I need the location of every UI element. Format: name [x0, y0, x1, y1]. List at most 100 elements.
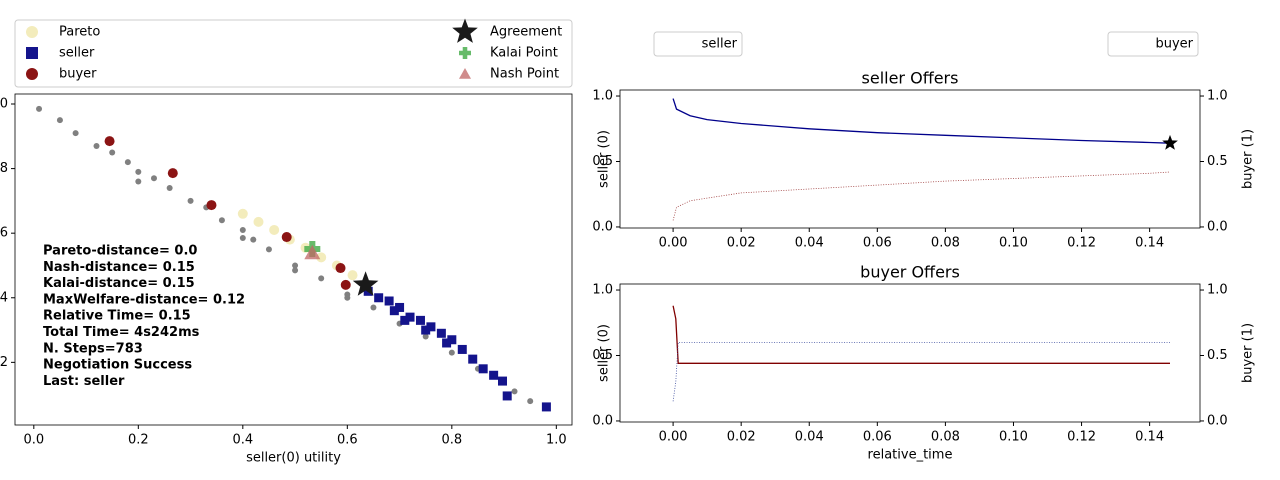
annotation: Kalai-distance= 0.15 [43, 276, 195, 291]
outcome-point [292, 267, 299, 274]
outcome-point [422, 333, 429, 340]
point [415, 315, 425, 325]
point [502, 391, 512, 401]
outcome-point [527, 398, 534, 405]
legend-label: Nash Point [490, 67, 559, 82]
y-tick-label: 0.0 [592, 219, 613, 234]
annotation: Last: seller [43, 374, 125, 389]
legend-marker [452, 18, 478, 43]
y-tick-label: 1.0 [0, 97, 8, 112]
x-tick-label: 0.06 [863, 430, 892, 445]
point [335, 263, 346, 274]
legend-marker [26, 26, 38, 38]
plot-frame [14, 93, 573, 426]
legend-label: Kalai Point [490, 46, 558, 61]
outcome-point [150, 175, 157, 182]
point [347, 270, 358, 281]
annotation: Total Time= 4s242ms [43, 325, 200, 340]
x-tick-label: 0.8 [441, 433, 462, 448]
legend-marker [459, 47, 471, 59]
legend-marker [26, 47, 38, 59]
legend-box [1107, 31, 1199, 57]
x-axis-label: relative_time [868, 448, 953, 463]
x-tick-label: 0.14 [1135, 430, 1164, 445]
outcome-point [370, 304, 377, 311]
legend-label: Agreement [490, 25, 562, 40]
point [447, 335, 457, 345]
y-tick-label: 0.0 [592, 413, 613, 428]
point [541, 402, 551, 412]
outcome-point [265, 246, 272, 253]
outcome-point [72, 130, 79, 137]
x-tick-label: 0.0 [23, 433, 44, 448]
annotation: Pareto-distance= 0.0 [43, 244, 197, 259]
series-line [672, 342, 1170, 402]
point [442, 338, 452, 348]
outcome-point [250, 236, 257, 243]
plot-frame [619, 283, 1201, 423]
point [400, 315, 410, 325]
x-tick-label: 0.12 [1067, 430, 1096, 445]
point [457, 344, 467, 354]
chart-title: seller Offers [862, 69, 959, 88]
y2-axis-label: buyer (1) [1241, 129, 1256, 189]
x-axis-label: seller(0) utility [246, 451, 341, 466]
x-tick-label: 0.02 [727, 430, 756, 445]
series-line [672, 171, 1171, 221]
outcome-point [36, 105, 43, 112]
y-axis-label: seller (0) [597, 130, 612, 188]
outcome-point [93, 142, 100, 149]
legend-label: seller [702, 37, 738, 52]
agreement-marker [1162, 134, 1178, 150]
series-line [672, 98, 1171, 144]
point [489, 370, 499, 380]
x-tick-label: 0.04 [795, 430, 824, 445]
legend-marker [26, 68, 38, 80]
legend-marker [459, 68, 471, 79]
point [436, 328, 446, 338]
y-tick-label: 0.4 [0, 290, 8, 305]
point [269, 224, 280, 235]
point [104, 136, 115, 147]
outcome-point [109, 149, 116, 156]
outcome-point [318, 275, 325, 282]
y-tick-label: 1.0 [592, 89, 613, 104]
legend-label: seller [59, 46, 95, 61]
point [384, 296, 394, 306]
x-tick-label: 0.06 [863, 236, 892, 251]
y-tick-label: 0.2 [0, 355, 8, 370]
annotation: Nash-distance= 0.15 [43, 260, 195, 275]
point [405, 312, 415, 322]
point [352, 271, 379, 296]
outcome-point [166, 184, 173, 191]
legend-box [653, 31, 743, 57]
y-axis-label: seller (0) [597, 324, 612, 382]
outcome-point [187, 197, 194, 204]
point [281, 232, 292, 243]
outcome-point [218, 217, 225, 224]
y-tick-label: 1.0 [592, 283, 613, 298]
y2-tick-label: 1.0 [1207, 283, 1228, 298]
x-tick-label: 0.14 [1135, 236, 1164, 251]
x-tick-label: 0.10 [999, 236, 1028, 251]
outcome-point [135, 178, 142, 185]
point [316, 252, 327, 263]
outcome-point [511, 388, 518, 395]
outcome-point [56, 117, 63, 124]
outcome-point [239, 226, 246, 233]
point [304, 244, 321, 260]
legend-label: buyer [59, 67, 97, 82]
y-tick-label: 0.6 [0, 226, 8, 241]
outcome-point [344, 294, 351, 301]
annotation: Relative Time= 0.15 [43, 309, 191, 324]
y2-axis-label: buyer (1) [1241, 323, 1256, 383]
point [468, 354, 478, 364]
y2-tick-label: 0.5 [1207, 348, 1228, 363]
point [340, 279, 351, 290]
point [421, 325, 431, 335]
y2-tick-label: 0.0 [1207, 219, 1228, 234]
annotation: Negotiation Success [43, 358, 192, 373]
x-tick-label: 0.00 [659, 236, 688, 251]
outcome-point [239, 235, 246, 242]
legend-label: buyer [1155, 37, 1193, 52]
